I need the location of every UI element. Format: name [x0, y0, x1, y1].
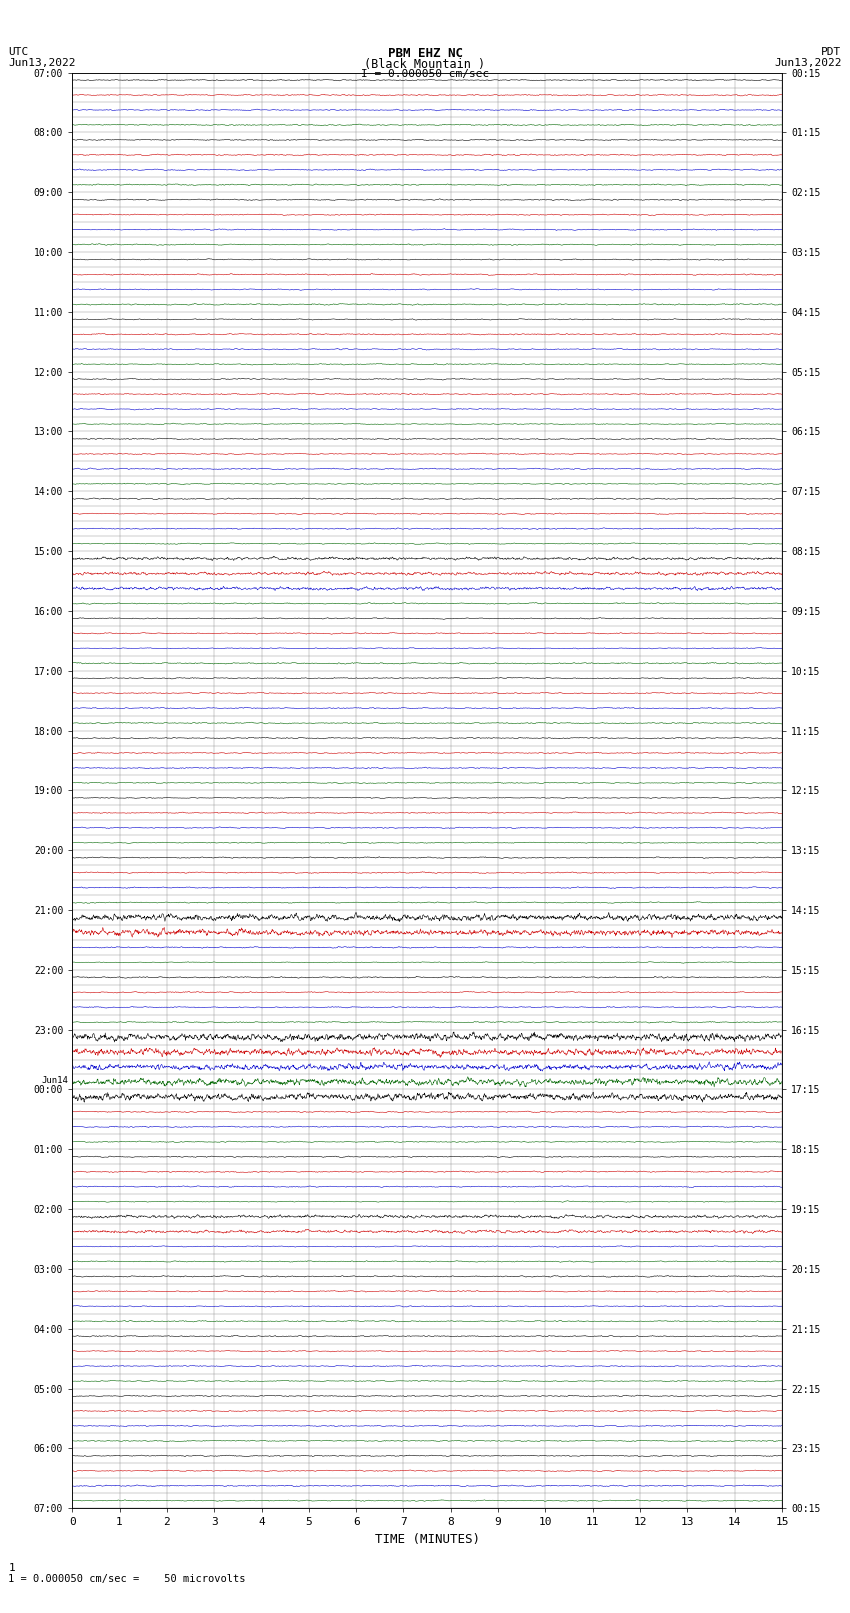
Text: PDT: PDT: [821, 47, 842, 56]
Text: Jun13,2022: Jun13,2022: [8, 58, 76, 68]
Text: Jun14: Jun14: [42, 1076, 69, 1086]
Text: UTC: UTC: [8, 47, 29, 56]
X-axis label: TIME (MINUTES): TIME (MINUTES): [375, 1532, 479, 1545]
Text: 1: 1: [8, 1563, 15, 1573]
Text: PBM EHZ NC: PBM EHZ NC: [388, 47, 462, 60]
Text: 1 = 0.000050 cm/sec =    50 microvolts: 1 = 0.000050 cm/sec = 50 microvolts: [8, 1574, 246, 1584]
Text: I = 0.000050 cm/sec: I = 0.000050 cm/sec: [361, 69, 489, 79]
Text: (Black Mountain ): (Black Mountain ): [365, 58, 485, 71]
Text: Jun13,2022: Jun13,2022: [774, 58, 842, 68]
